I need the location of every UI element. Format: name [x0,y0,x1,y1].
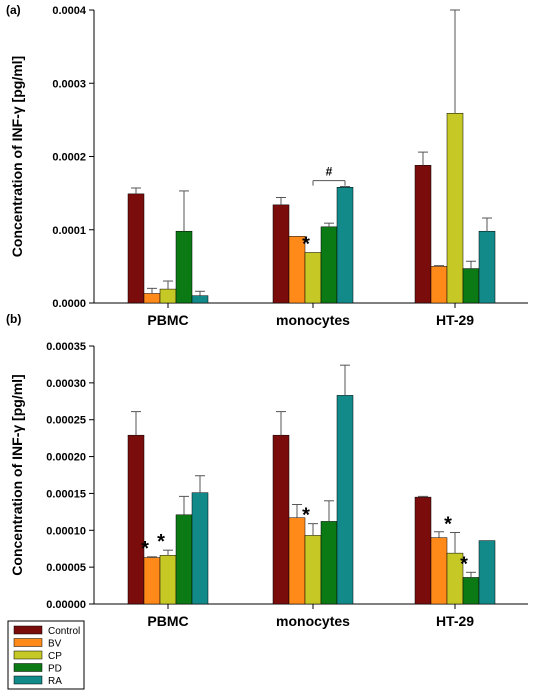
panel-b-significance-marker: * [444,513,452,535]
panel-a-bar-bv-0 [143,293,161,304]
panel-a-y-axis-label: Concentration of INF-γ [pg/ml] [9,56,25,257]
panel-a-y-tick-label: 0.0001 [52,225,86,237]
panel-b-bar-pd-0 [175,514,193,605]
panel-b-bar-control-2 [414,496,432,605]
panel-a-y-tick-label: 0.0003 [52,78,86,90]
panel-b-y-axis-label: Concentration of INF-γ [pg/ml] [9,374,25,575]
panel-b-y-tick-label: 0.00005 [46,562,86,574]
panel-a-category-label: HT-29 [436,312,474,328]
legend-label-cp: CP [48,651,62,662]
panel-b-bar-cp-1 [304,535,322,605]
panel-a-category-label: monocytes [276,312,350,328]
panel-b-bar-pd-1 [320,521,338,605]
panel-a-bar-bv-2 [430,266,448,304]
panel-b-y-tick-label: 0.00030 [46,378,86,390]
panel-b-significance-marker: * [302,505,310,527]
panel-b-category-label: HT-29 [436,613,474,629]
panel-b-significance-marker: * [460,553,468,575]
panel-b-category-label: PBMC [147,613,188,629]
panel-a-bar-pd-2 [462,268,480,304]
panel-b-bar-bv-0 [143,557,161,605]
panel-b-significance-marker: * [157,531,165,553]
panel-b-y-tick-label: 0.00025 [46,415,86,427]
panel-b-bar-ra-0 [191,492,209,605]
panel-a-bar-control-2 [414,165,432,304]
panel-a-bar-cp-2 [446,113,464,304]
panel-b-label: (b) [6,312,21,326]
panel-b-bar-control-1 [272,434,290,605]
legend-swatch-pd [13,663,43,672]
panel-a-bar-ra-2 [478,230,496,304]
legend-swatch-bv [13,638,43,647]
legend-label-control: Control [48,626,80,637]
panel-a-bar-cp-1 [304,252,322,304]
panel-b-significance-marker: * [141,538,149,560]
panel-a-y-tick-label: 0.0002 [52,152,86,164]
legend-swatch-control [13,625,43,635]
panel-b-y-tick-label: 0.00000 [46,599,86,611]
panel-a-significance-marker: * [302,233,310,255]
panel-b-bar-pd-2 [462,577,480,605]
panel-b-bar-ra-1 [336,395,354,605]
panel-a-bracket-label: # [326,165,333,179]
panel-b-y-tick-label: 0.00010 [46,525,86,537]
panel-a-bar-cp-0 [159,288,177,304]
panel-a-bar-control-1 [272,204,290,304]
panel-a-bar-pd-0 [175,230,193,304]
panel-a-bar-ra-1 [336,187,354,304]
panel-b-bar-cp-0 [159,555,177,605]
panel-a-y-tick-label: 0.0000 [52,298,86,310]
panel-b-bar-ra-2 [478,540,496,605]
panel-b-y-tick-label: 0.00015 [46,488,86,500]
panel-a-bar-control-0 [127,193,145,304]
legend-label-pd: PD [48,664,62,675]
panel-a-category-label: PBMC [147,312,188,328]
panel-b-category-label: monocytes [276,613,350,629]
panel-b-y-tick-label: 0.00020 [46,452,86,464]
panel-b-bar-control-0 [127,434,145,605]
panel-b-bar-bv-1 [288,517,306,605]
panel-b-bar-bv-2 [430,537,448,605]
panel-a-y-tick-label: 0.0004 [52,5,87,17]
legend-label-bv: BV [48,639,62,650]
panel-a-bar-pd-1 [320,226,338,304]
panel-a-label: (a) [6,3,21,17]
panel-b-y-tick-label: 0.00035 [46,341,86,353]
legend-label-ra: RA [48,676,62,687]
panel-a-bar-ra-0 [191,295,209,304]
legend-swatch-ra [13,675,43,685]
legend-swatch-cp [13,650,43,660]
